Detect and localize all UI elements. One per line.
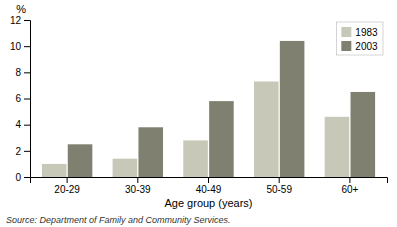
y-tick: 0 [15, 172, 30, 183]
bar [183, 140, 208, 177]
x-tick-label: 20-29 [54, 184, 80, 195]
y-axis-title: % [16, 3, 26, 15]
bar [280, 41, 305, 177]
legend-label: 1983 [355, 27, 378, 38]
x-tick-label: 60+ [341, 184, 358, 195]
x-tick: 50-59 [266, 177, 292, 195]
bar [42, 164, 67, 177]
y-axis: 0 2 4 6 8 10 12 [10, 15, 31, 183]
annotation: Source: Department of Family and Communi… [6, 215, 231, 225]
x-tick-label: 40-49 [196, 184, 222, 195]
y-axis-line [24, 21, 31, 178]
legend-swatch [341, 27, 351, 37]
bars [42, 41, 375, 177]
legend-frame [336, 22, 383, 55]
y-tick-mark [24, 46, 30, 47]
x-tick-mark [279, 177, 280, 183]
legend-swatch [341, 41, 351, 51]
y-tick-mark [24, 177, 30, 178]
bar [138, 127, 163, 177]
y-tick-label: 6 [15, 93, 21, 104]
y-tick-mark [24, 125, 30, 126]
x-tick: 40-49 [196, 177, 222, 195]
bar [254, 81, 279, 177]
bar [351, 92, 376, 177]
legend-label: 2003 [355, 41, 378, 52]
legend-item: 2003 [341, 41, 378, 52]
y-tick: 10 [10, 41, 30, 52]
y-tick-label: 8 [15, 67, 21, 78]
y-tick-label: 0 [15, 172, 21, 183]
y-tick-mark [24, 99, 30, 100]
y-tick-label: 4 [15, 119, 21, 130]
y-tick-label: 2 [15, 146, 21, 157]
bar-series [68, 41, 375, 177]
y-tick: 12 [10, 15, 30, 26]
chart: 0 2 4 6 8 10 12 20-29 30-39 40-49 50-59 60+ 1983 2003… [0, 0, 397, 227]
bar [325, 117, 350, 177]
y-tick-mark [24, 20, 30, 21]
x-axis: 20-29 30-39 40-49 50-59 60+ [31, 177, 388, 195]
y-tick-label: 12 [10, 15, 22, 26]
y-tick-mark [24, 72, 30, 73]
plot: 0 2 4 6 8 10 12 20-29 30-39 40-49 50-59 60+ 1983 2003 [10, 15, 388, 195]
x-tick-mark [137, 177, 138, 183]
x-tick: 60+ [341, 177, 358, 195]
y-tick: 2 [15, 146, 30, 157]
legend: 1983 2003 [336, 22, 383, 55]
x-tick-mark [208, 177, 209, 183]
x-tick: 20-29 [54, 177, 80, 195]
x-axis-title: Age group (years) [164, 197, 252, 209]
bar [68, 144, 93, 177]
bar [113, 159, 138, 177]
x-tick-label: 30-39 [125, 184, 151, 195]
bar [209, 101, 234, 177]
y-tick: 4 [15, 119, 30, 130]
y-tick: 6 [15, 93, 30, 104]
y-tick-mark [24, 151, 30, 152]
x-tick-mark [67, 177, 68, 183]
x-tick-label: 50-59 [266, 184, 292, 195]
x-axis-line [31, 178, 388, 184]
x-tick-mark [349, 177, 350, 183]
legend-item: 1983 [341, 27, 378, 38]
y-tick: 8 [15, 67, 30, 78]
x-tick: 30-39 [125, 177, 151, 195]
y-tick-label: 10 [10, 41, 22, 52]
